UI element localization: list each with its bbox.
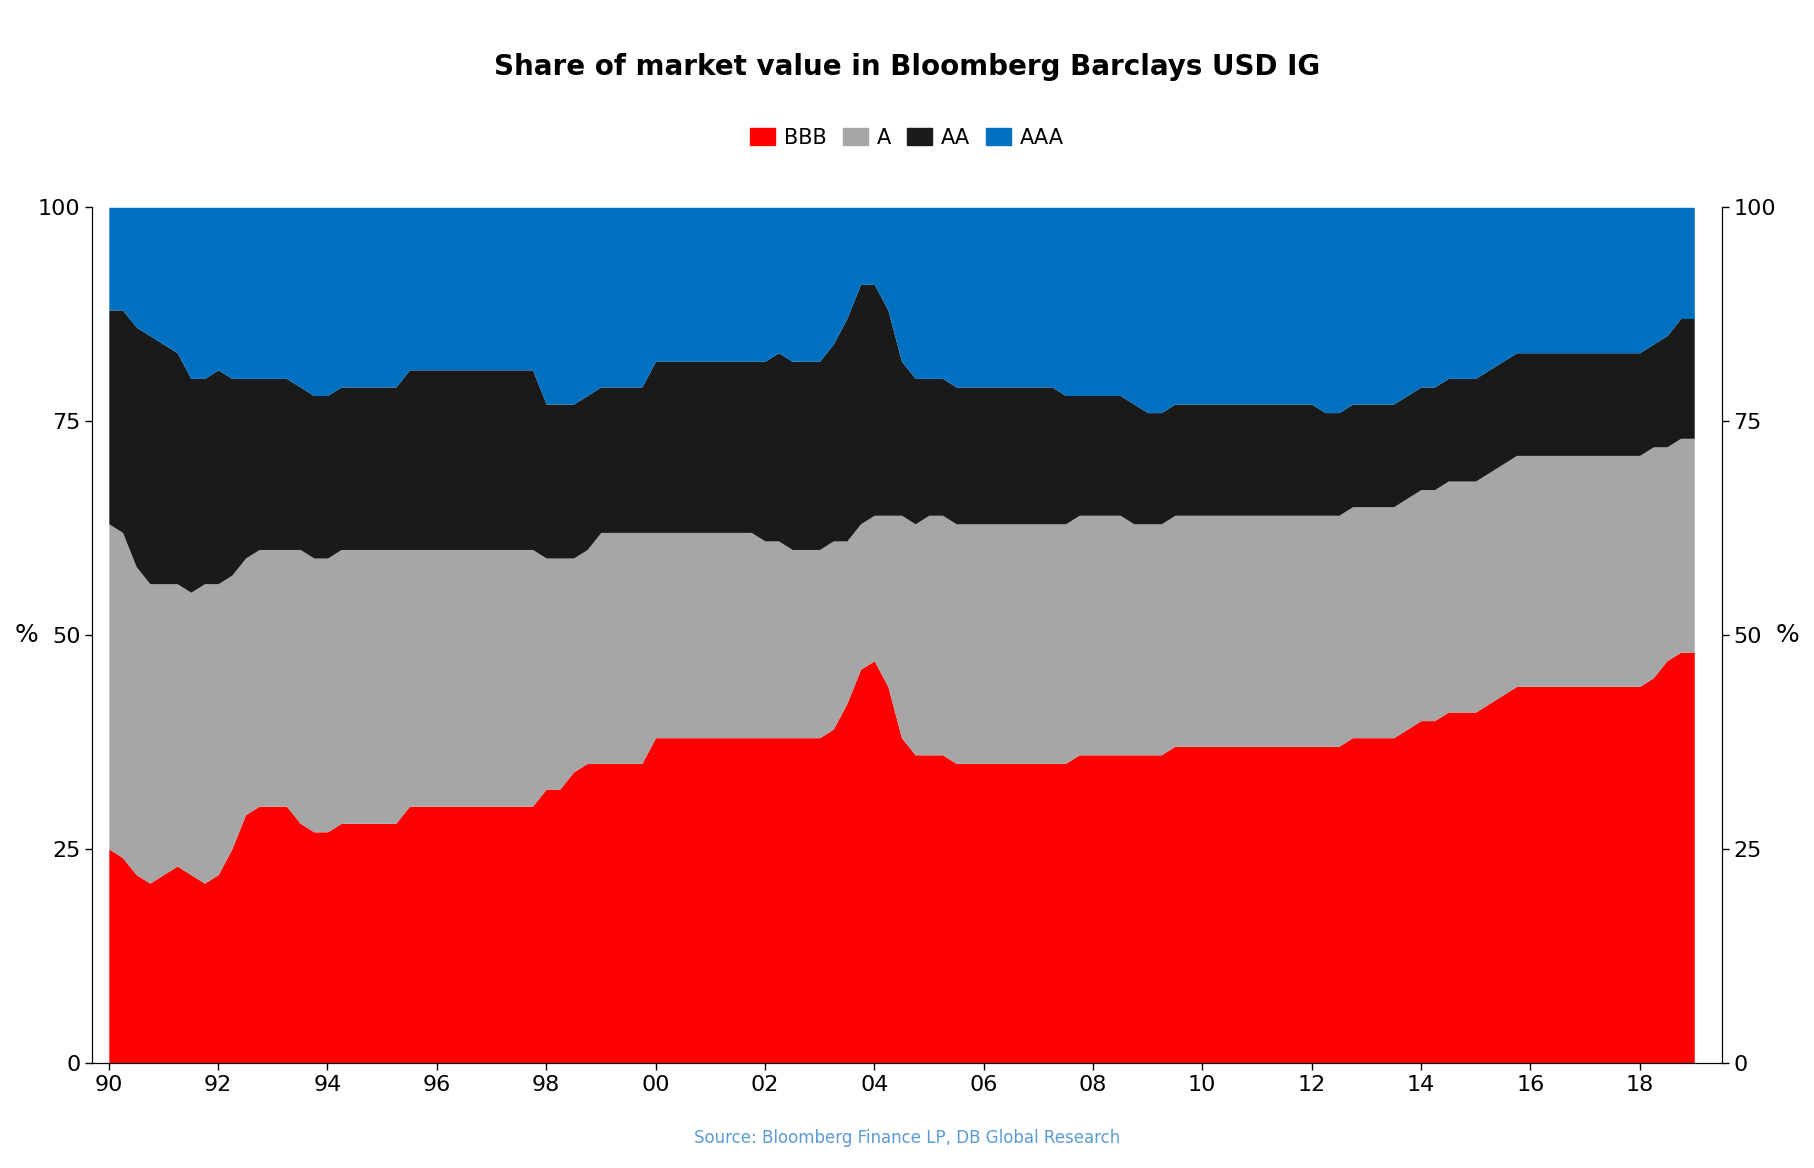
- Y-axis label: %: %: [15, 623, 38, 647]
- Text: Share of market value in Bloomberg Barclays USD IG: Share of market value in Bloomberg Barcl…: [493, 53, 1321, 81]
- Legend: BBB, A, AA, AAA: BBB, A, AA, AAA: [742, 119, 1072, 157]
- Y-axis label: %: %: [1776, 623, 1799, 647]
- Text: Source: Bloomberg Finance LP, DB Global Research: Source: Bloomberg Finance LP, DB Global …: [695, 1129, 1119, 1147]
